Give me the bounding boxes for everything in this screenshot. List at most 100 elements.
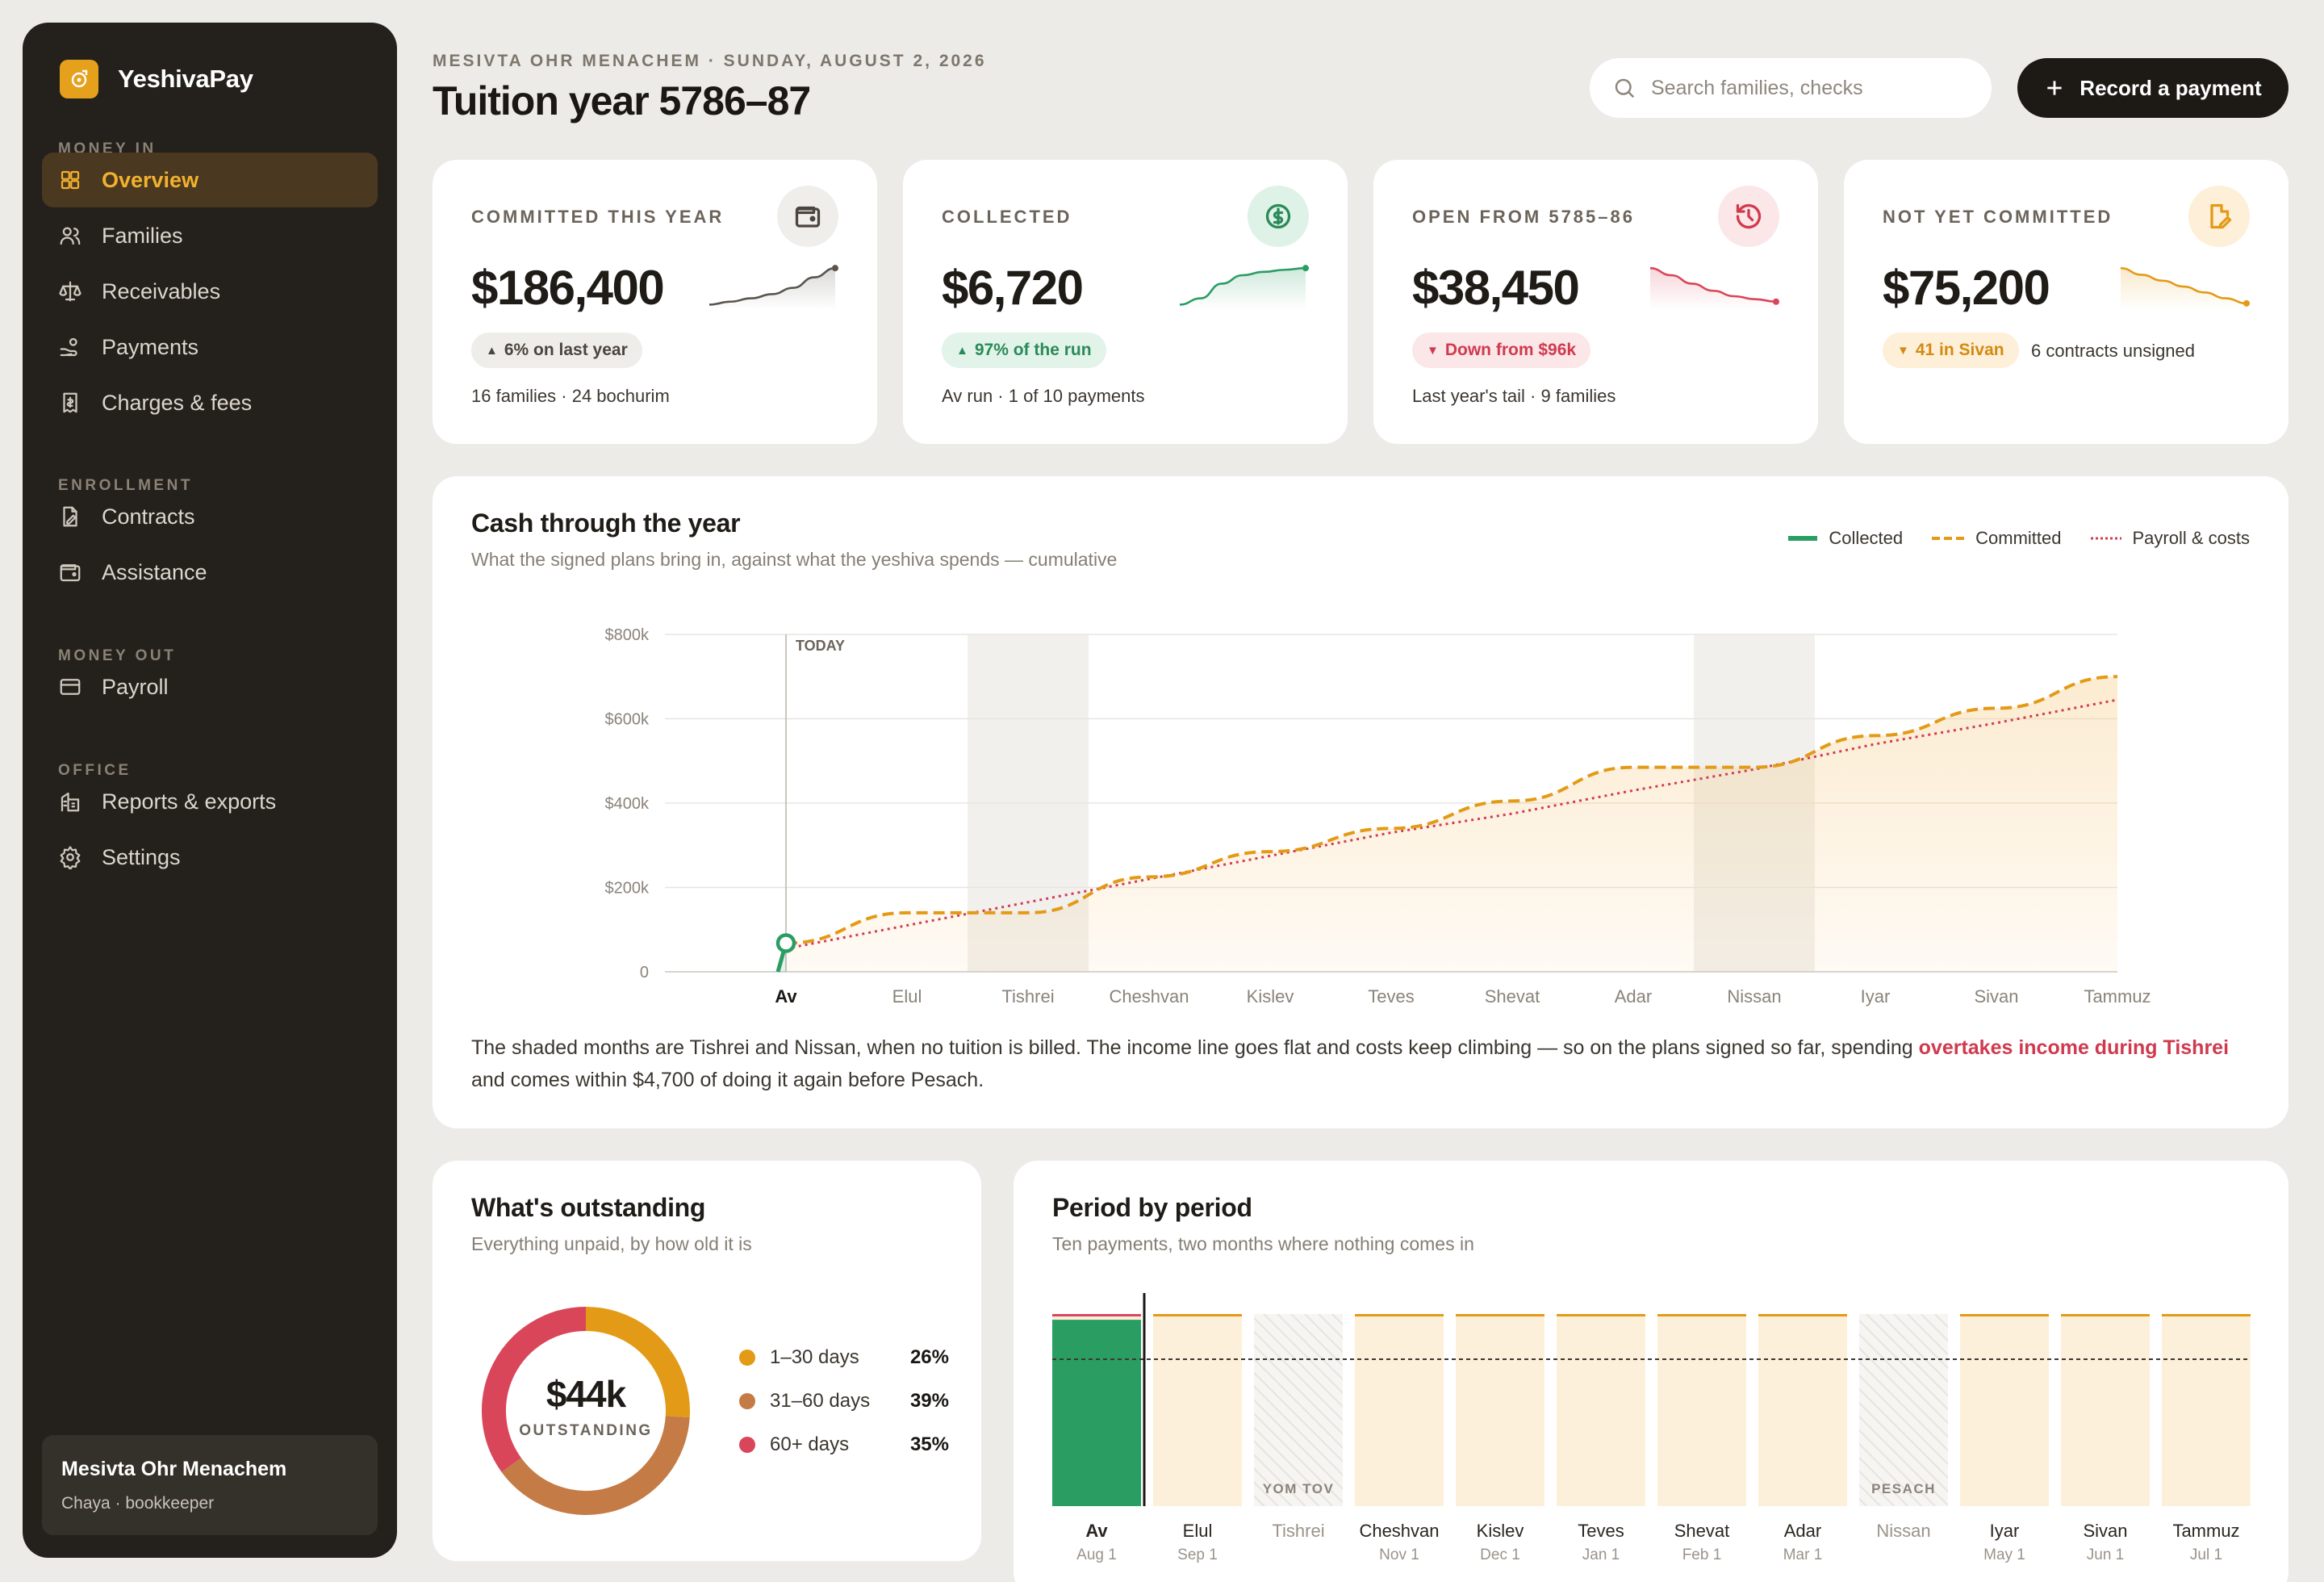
- record-payment-button[interactable]: Record a payment: [2017, 58, 2288, 118]
- period-bar[interactable]: Av Aug 1: [1052, 1314, 1141, 1563]
- period-chart: Av Aug 1 Elul Sep 1 YOM TOV Tishrei Cheshvan No…: [1052, 1293, 2251, 1563]
- aging-label: 1–30 days: [770, 1346, 859, 1368]
- period-bar[interactable]: Cheshvan Nov 1: [1355, 1314, 1444, 1563]
- search-input[interactable]: Search families, checks: [1590, 58, 1992, 118]
- sidebar-item-contracts[interactable]: Contracts: [42, 489, 378, 544]
- sparkline-end-dot: [1302, 265, 1309, 272]
- nav-section-title: MONEY OUT: [58, 647, 177, 664]
- sidebar-item-label: Payroll: [102, 674, 169, 699]
- legend-dot-icon: [739, 1350, 755, 1366]
- period-bar[interactable]: Iyar May 1: [1960, 1314, 2049, 1563]
- aging-label: 31–60 days: [770, 1390, 871, 1412]
- period-date-label: Jun 1: [2087, 1546, 2124, 1563]
- period-bar[interactable]: Sivan Jun 1: [2061, 1314, 2150, 1563]
- wallet-icon: [60, 564, 81, 582]
- chart-legend: Collected Committed Payroll & costs: [1788, 528, 2250, 549]
- org-name: Mesivta Ohr Menachem: [61, 1458, 287, 1480]
- aging-row[interactable]: 60+ days 35%: [739, 1433, 949, 1456]
- x-tick-label: Nissan: [1727, 986, 1781, 1007]
- kpi-label: NOT YET COMMITTED: [1883, 207, 2113, 227]
- period-month-label: Iyar: [1990, 1521, 2020, 1541]
- sidebar-item-assistance[interactable]: Assistance: [42, 545, 378, 600]
- sparkline-area: [1180, 268, 1306, 310]
- legend-costs[interactable]: Payroll & costs: [2090, 528, 2250, 549]
- aging-row[interactable]: 31–60 days 39%: [739, 1390, 949, 1412]
- sidebar-item-payroll[interactable]: Payroll: [42, 659, 378, 714]
- kpi-card[interactable]: COLLECTED $6,720 ▲ 97% of the run Av run · 1…: [903, 160, 1348, 444]
- expected-bar: [1355, 1314, 1444, 1506]
- sidebar-item-charges-fees[interactable]: Charges & fees: [42, 375, 378, 430]
- kpi-icon-badge: [777, 186, 838, 247]
- sidebar-item-payments[interactable]: Payments: [42, 320, 378, 375]
- aging-label: 60+ days: [770, 1433, 850, 1455]
- record-payment-label: Record a payment: [2079, 75, 2262, 100]
- x-tick-label: Sivan: [1974, 986, 2018, 1007]
- file-edit-icon: [2210, 203, 2232, 229]
- sparkline-line: [2120, 266, 2247, 305]
- donut-slice[interactable]: [501, 1415, 690, 1515]
- donut-slice[interactable]: [585, 1307, 690, 1418]
- cash-chart: 0 $200k $400k $600k $800k TODAY Av Elul Tishrei C…: [605, 626, 2151, 1007]
- period-bar[interactable]: Kislev Dec 1: [1456, 1314, 1544, 1563]
- period-bar[interactable]: Adar Mar 1: [1758, 1314, 1847, 1563]
- outstanding-title: What's outstanding: [471, 1193, 706, 1222]
- kpi-sparkline: [1649, 266, 1779, 310]
- sidebar-item-families[interactable]: Families: [42, 208, 378, 263]
- kpi-trend-badge: ▼ 41 in Sivan: [1883, 333, 2019, 368]
- kpi-card[interactable]: COMMITTED THIS YEAR $186,400 ▲ 6% on last y…: [433, 160, 877, 444]
- aging-pct: 39%: [909, 1390, 949, 1412]
- contract-icon: [63, 506, 77, 527]
- org-switcher[interactable]: Mesivta Ohr Menachem Chaya · bookkeeper: [42, 1435, 378, 1535]
- expected-bar: [1657, 1314, 1746, 1506]
- period-month-label: Nissan: [1876, 1521, 1930, 1541]
- x-tick-label: Elul: [892, 986, 922, 1007]
- legend-collected[interactable]: Collected: [1788, 528, 1903, 549]
- gear-icon: [60, 846, 81, 869]
- kpi-trend-text: 97% of the run: [974, 341, 1092, 359]
- sidebar-item-overview[interactable]: Overview: [42, 153, 378, 207]
- sparkline-end-dot: [1773, 298, 1779, 305]
- kpi-icon-badge: [2188, 186, 2250, 247]
- brand[interactable]: YeshivaPay: [60, 60, 253, 98]
- sidebar-item-label: Assistance: [102, 559, 207, 584]
- expected-bar: [1758, 1314, 1847, 1506]
- period-bar[interactable]: Shevat Feb 1: [1657, 1314, 1746, 1563]
- period-bar[interactable]: PESACH Nissan: [1859, 1314, 1948, 1541]
- legend-dot-icon: [739, 1437, 755, 1453]
- users-icon: [60, 227, 81, 245]
- x-tick-label: Kislev: [1247, 986, 1294, 1007]
- committed-line: [785, 675, 2118, 945]
- sparkline-area: [709, 268, 835, 310]
- sidebar-item-reports-exports[interactable]: Reports & exports: [42, 774, 378, 829]
- aging-row[interactable]: 1–30 days 26%: [739, 1346, 949, 1369]
- period-date-label: Jan 1: [1582, 1546, 1620, 1563]
- note-text-1: The shaded months are Tishrei and Nissan…: [471, 1036, 1919, 1059]
- search-placeholder: Search families, checks: [1651, 76, 1863, 99]
- period-bar[interactable]: Tammuz Jul 1: [2162, 1314, 2251, 1563]
- kpi-card[interactable]: NOT YET COMMITTED $75,200 ▼ 41 in Sivan 6 co…: [1844, 160, 2288, 444]
- legend-dot-icon: [739, 1393, 755, 1409]
- dollar-circle-icon: [1265, 203, 1291, 229]
- donut-slice[interactable]: [482, 1307, 587, 1472]
- period-month-label: Av: [1085, 1521, 1108, 1541]
- x-tick-label: Shevat: [1485, 986, 1540, 1007]
- x-tick-label: Teves: [1368, 986, 1414, 1007]
- scale-icon: [59, 281, 82, 302]
- no-billing-bar: [1254, 1314, 1343, 1506]
- sparkline-area: [1650, 268, 1776, 310]
- collected-bar: [1052, 1320, 1141, 1506]
- y-tick-label: $600k: [605, 711, 650, 729]
- no-billing-label: PESACH: [1871, 1481, 1936, 1496]
- aging-pct: 35%: [909, 1433, 949, 1455]
- kpi-trend-text: 6% on last year: [504, 341, 628, 359]
- logo-icon: [60, 60, 98, 98]
- period-bar[interactable]: Elul Sep 1: [1153, 1314, 1242, 1563]
- legend-committed[interactable]: Committed: [1932, 528, 2062, 549]
- period-bar[interactable]: YOM TOV Tishrei: [1254, 1314, 1343, 1541]
- page-title: Tuition year 5786–87: [433, 78, 811, 123]
- kpi-card[interactable]: OPEN FROM 5785–86 $38,450 ▼ Down from $96k L…: [1373, 160, 1818, 444]
- note-highlight: overtakes income during Tishrei: [1918, 1036, 2230, 1059]
- sidebar-item-receivables[interactable]: Receivables: [42, 264, 378, 319]
- period-bar[interactable]: Teves Jan 1: [1557, 1314, 1645, 1563]
- sidebar-item-settings[interactable]: Settings: [42, 830, 378, 885]
